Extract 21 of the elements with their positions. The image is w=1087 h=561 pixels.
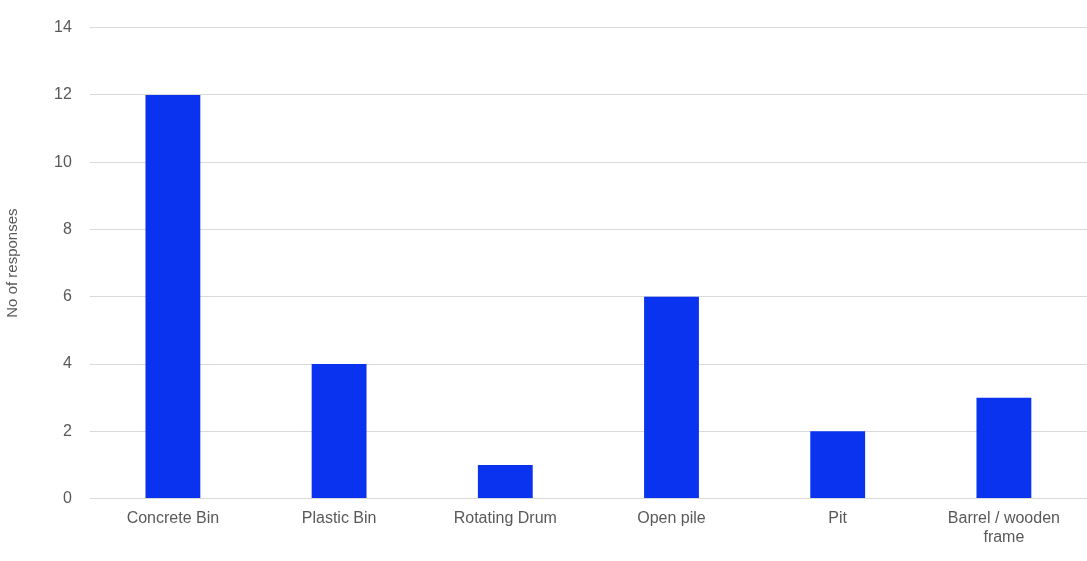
x-tick-label: Rotating Drum (453, 508, 557, 526)
x-tick-label: Barrel / wooden frame (947, 508, 1060, 545)
y-tick-label: 2 (62, 421, 72, 439)
y-tick-label: 10 (54, 152, 72, 170)
y-tick-label: 12 (54, 85, 72, 103)
bar (976, 397, 1032, 499)
bar (810, 431, 866, 499)
y-tick-label: 6 (62, 287, 72, 305)
x-tick-label: Plastic Bin (301, 508, 377, 526)
x-tick-label: Concrete Bin (126, 508, 220, 526)
y-tick-label: 4 (62, 354, 72, 372)
bar (477, 464, 533, 499)
y-tick-label: 0 (62, 489, 72, 507)
y-axis-title: No of responses (3, 208, 21, 318)
bar (311, 364, 367, 499)
x-tick-label: Pit (828, 508, 848, 526)
bar (644, 296, 699, 499)
bar (145, 94, 201, 499)
x-tick-label: Open pile (637, 508, 706, 526)
y-tick-label: 8 (62, 219, 72, 237)
y-tick-label: 14 (54, 18, 72, 36)
